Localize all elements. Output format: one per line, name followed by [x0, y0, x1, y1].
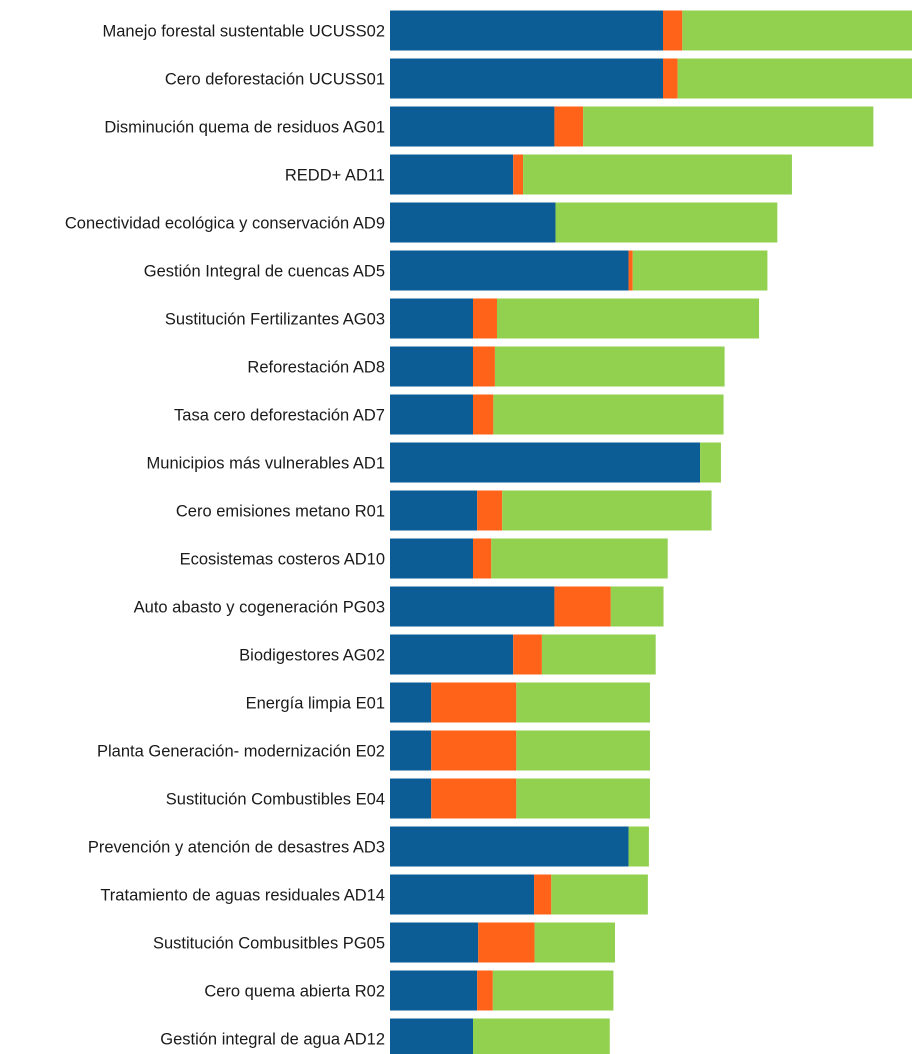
bar-segment-3 [583, 106, 874, 147]
bar-segment-3 [494, 346, 725, 387]
category-label: Tasa cero deforestación AD7 [174, 407, 385, 425]
category-label: Auto abasto y cogeneración PG03 [134, 599, 385, 617]
category-label: Disminución quema de residuos AG01 [104, 119, 385, 137]
bar-segment-2 [663, 58, 678, 99]
bar-segment-3 [493, 394, 724, 435]
bar-segment-1 [390, 874, 535, 915]
bar-segment-1 [390, 10, 664, 51]
bar-segment-1 [390, 778, 432, 819]
bar-segment-2 [513, 154, 524, 195]
category-label: Gestión Integral de cuencas AD5 [144, 263, 385, 281]
bar-segment-1 [390, 298, 473, 339]
bar-segment-1 [390, 490, 478, 531]
bar-segment-3 [677, 58, 912, 99]
bar-segment-1 [390, 1018, 473, 1054]
bar-segment-1 [390, 58, 664, 99]
bar-segment-3 [492, 970, 614, 1011]
bar-segment-2 [663, 10, 683, 51]
bar-segment-1 [390, 250, 629, 291]
bar-segment-1 [390, 202, 556, 243]
bar-segment-1 [390, 682, 432, 723]
bar-segment-1 [390, 154, 514, 195]
category-label: Prevención y atención de desastres AD3 [88, 839, 385, 857]
bar-segment-1 [390, 634, 514, 675]
category-label: Ecosistemas costeros AD10 [180, 551, 385, 569]
category-labels: Manejo forestal sustentable UCUSS02 Cero … [65, 23, 385, 1049]
category-label: Sustitución Combustibles E04 [166, 791, 385, 809]
bar-segment-1 [390, 106, 555, 147]
bar-segment-3 [516, 682, 650, 723]
bar-segment-2 [628, 250, 633, 291]
bar-segment-2 [472, 298, 498, 339]
bar-segment-3 [610, 586, 664, 627]
category-label: Conectividad ecológica y conservación AD… [65, 215, 385, 233]
bar-segment-3 [523, 154, 792, 195]
bar-segment-2 [513, 634, 542, 675]
bar-segment-3 [555, 202, 778, 243]
category-label: Sustitución Combusitbles PG05 [153, 935, 385, 953]
bar-segment-3 [551, 874, 648, 915]
bars [390, 10, 912, 1054]
bar-segment-1 [390, 346, 473, 387]
bar-segment-2 [431, 730, 517, 771]
category-label: Manejo forestal sustentable UCUSS02 [103, 23, 385, 41]
bar-segment-1 [390, 394, 473, 435]
bar-segment-3 [497, 298, 760, 339]
bar-segment-3 [628, 826, 649, 867]
bar-segment-1 [390, 586, 555, 627]
bar-segment-2 [472, 346, 495, 387]
category-label: Cero quema abierta R02 [204, 983, 385, 1001]
bar-segment-2 [431, 682, 517, 723]
bar-segment-2 [554, 106, 584, 147]
bar-segment-1 [390, 538, 473, 579]
bar-segment-3 [534, 922, 615, 963]
bar-segment-2 [477, 490, 503, 531]
bar-segment-3 [516, 778, 650, 819]
bar-segment-1 [390, 730, 432, 771]
bar-segment-1 [390, 922, 479, 963]
bar-segment-2 [534, 874, 552, 915]
bar-segment-2 [478, 922, 535, 963]
category-label: Reforestación AD8 [247, 359, 385, 377]
category-label: Planta Generación- modernización E02 [97, 743, 385, 761]
bar-segment-2 [472, 394, 494, 435]
category-label: Gestión integral de agua AD12 [160, 1031, 385, 1049]
bar-segment-2 [477, 970, 493, 1011]
bar-segment-3 [502, 490, 712, 531]
bar-segment-3 [516, 730, 650, 771]
bar-segment-3 [491, 538, 668, 579]
category-label: Cero deforestación UCUSS01 [165, 71, 385, 89]
category-label: Cero emisiones metano R01 [176, 503, 385, 521]
category-label: REDD+ AD11 [285, 167, 385, 185]
bar-segment-2 [472, 538, 492, 579]
category-label: Sustitución Fertilizantes AG03 [165, 311, 385, 329]
bar-segment-3 [541, 634, 656, 675]
bar-segment-1 [390, 442, 701, 483]
bar-segment-1 [390, 970, 478, 1011]
bar-segment-2 [554, 586, 611, 627]
bar-segment-3 [682, 10, 912, 51]
bar-segment-3 [472, 1018, 610, 1054]
category-label: Tratamiento de aguas residuales AD14 [100, 887, 385, 905]
category-label: Energía limpia E01 [246, 695, 385, 713]
category-label: Municipios más vulnerables AD1 [147, 455, 385, 473]
bar-segment-3 [632, 250, 768, 291]
category-label: Biodigestores AG02 [239, 647, 385, 665]
bar-segment-1 [390, 826, 629, 867]
bar-segment-3 [700, 442, 721, 483]
bar-segment-2 [431, 778, 517, 819]
